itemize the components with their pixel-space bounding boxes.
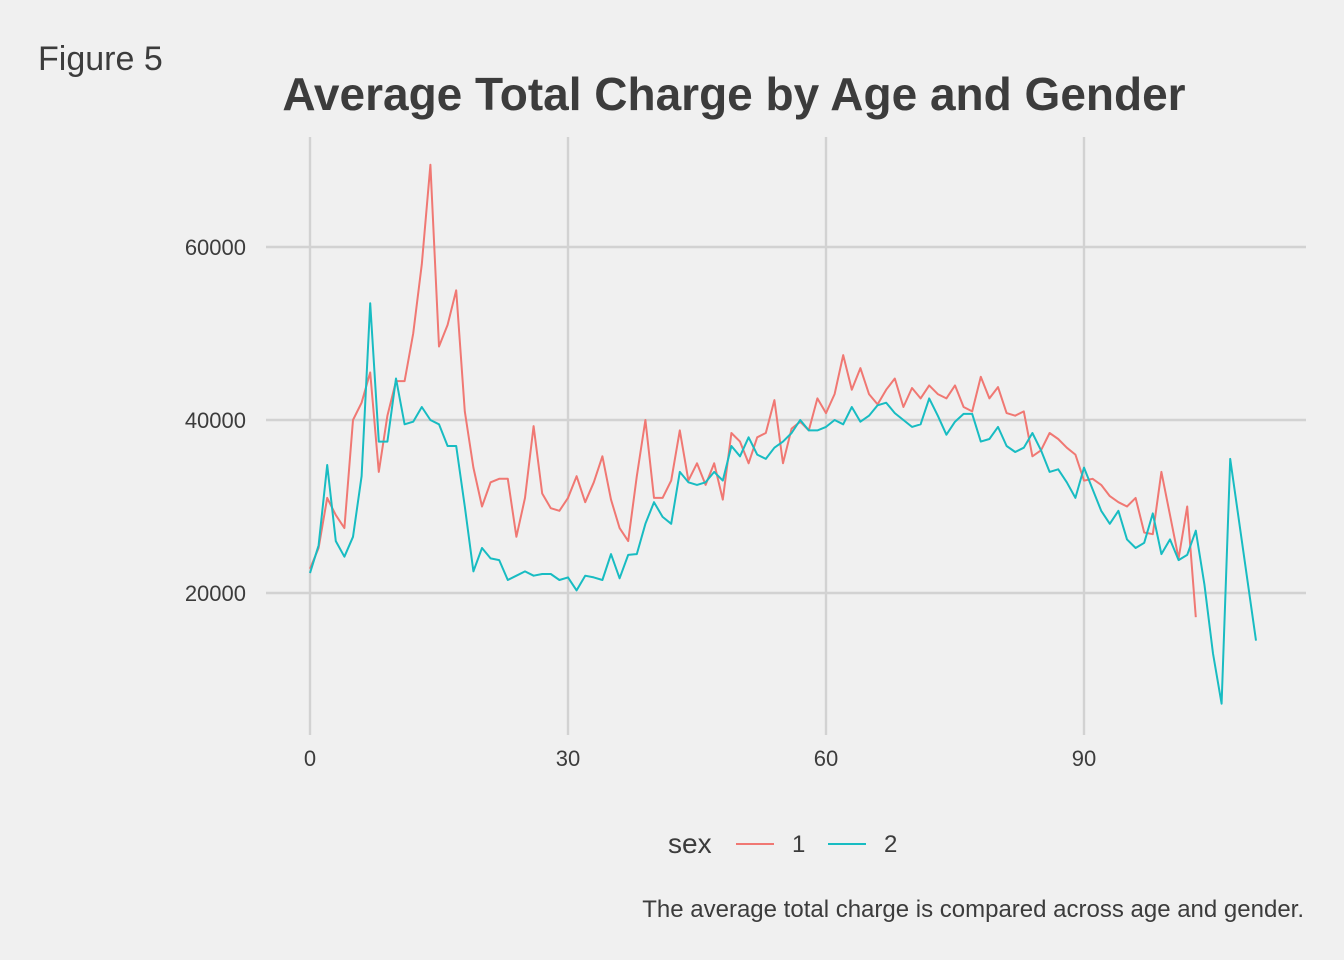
x-tick-label: 30 <box>556 746 580 771</box>
y-axis-ticks: 20000 40000 60000 <box>185 235 246 606</box>
legend-label-series-2: 2 <box>884 831 897 858</box>
legend-title: sex <box>668 828 712 859</box>
grid <box>266 137 1306 735</box>
chart-title: Average Total Charge by Age and Gender <box>282 68 1185 120</box>
figure-label: Figure 5 <box>38 40 163 78</box>
y-tick-label: 60000 <box>185 235 246 260</box>
legend-label-series-1: 1 <box>792 831 805 858</box>
x-axis-ticks: 0 30 60 90 <box>304 746 1096 771</box>
x-tick-label: 0 <box>304 746 316 771</box>
series-line-1 <box>309 163 1197 618</box>
x-tick-label: 90 <box>1072 746 1096 771</box>
y-tick-label: 40000 <box>185 408 246 433</box>
series-line-2 <box>309 302 1257 705</box>
y-tick-label: 20000 <box>185 581 246 606</box>
legend: sex 1 2 <box>668 828 897 859</box>
x-tick-label: 60 <box>814 746 838 771</box>
caption: The average total charge is compared acr… <box>642 896 1304 923</box>
series-lines <box>309 163 1257 705</box>
